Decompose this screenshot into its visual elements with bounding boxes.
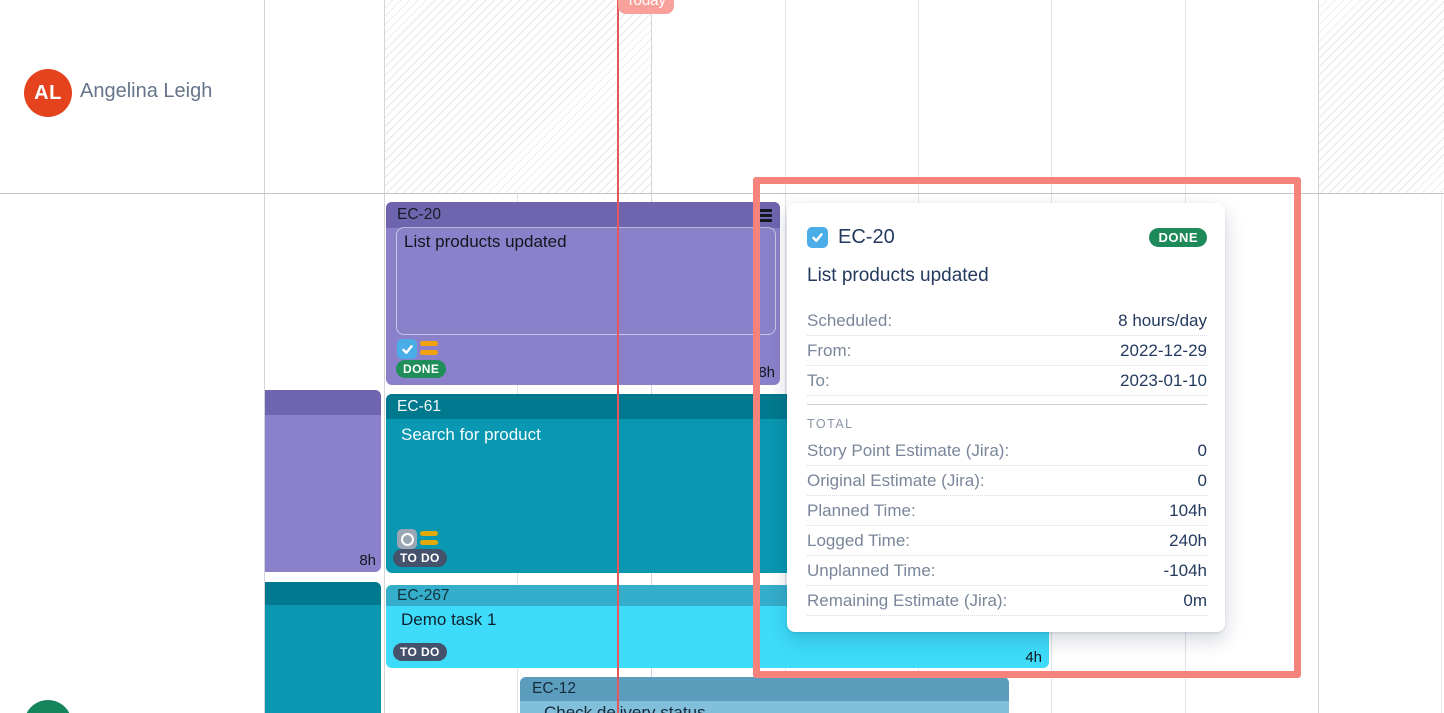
grid-line bbox=[785, 0, 786, 713]
task-bar-ec20[interactable]: EC-20 List products updated DONE 8h bbox=[386, 202, 780, 385]
task-key: EC-61 bbox=[397, 397, 441, 415]
task-bar-header bbox=[265, 582, 381, 605]
grid-line bbox=[1318, 0, 1319, 713]
task-hours-label: 8h bbox=[359, 552, 376, 569]
task-summary: Check delivery status bbox=[544, 703, 706, 713]
task-summary: List products updated bbox=[404, 232, 567, 251]
task-hours-label: 8h bbox=[758, 364, 775, 381]
popup-status-badge: DONE bbox=[1149, 228, 1207, 247]
task-menu-icon[interactable] bbox=[759, 209, 772, 224]
row-label: Scheduled: bbox=[807, 310, 893, 330]
row-value: 2023-01-10 bbox=[1120, 370, 1207, 390]
status-badge: TO DO bbox=[393, 549, 447, 567]
avatar-next-resource[interactable] bbox=[24, 700, 72, 713]
today-badge: Today bbox=[618, 0, 674, 14]
task-key: EC-20 bbox=[397, 206, 441, 223]
schedule-rows: Scheduled: 8 hours/day From: 2022-12-29 … bbox=[807, 306, 1207, 396]
total-row: Story Point Estimate (Jira): 0 bbox=[807, 436, 1207, 466]
row-label: To: bbox=[807, 370, 830, 390]
row-label: Unplanned Time: bbox=[807, 560, 936, 580]
total-row: Original Estimate (Jira): 0 bbox=[807, 466, 1207, 496]
popup-task-summary: List products updated bbox=[807, 265, 989, 286]
row-label: Planned Time: bbox=[807, 500, 916, 520]
row-label: Remaining Estimate (Jira): bbox=[807, 590, 1008, 610]
row-value: -104h bbox=[1163, 560, 1207, 580]
row-value: 0m bbox=[1183, 590, 1207, 610]
popup-divider bbox=[807, 404, 1207, 405]
row-label: From: bbox=[807, 340, 852, 360]
task-summary: Search for product bbox=[401, 425, 541, 444]
row-label: Logged Time: bbox=[807, 530, 911, 550]
row-label: Story Point Estimate (Jira): bbox=[807, 440, 1010, 460]
weekend-hatch bbox=[385, 0, 651, 193]
total-row: Remaining Estimate (Jira): 0m bbox=[807, 586, 1207, 616]
status-badge: DONE bbox=[396, 360, 447, 378]
row-value: 8 hours/day bbox=[1118, 310, 1207, 330]
task-bar-header bbox=[265, 390, 381, 415]
popup-task-key: EC-20 bbox=[838, 226, 895, 248]
task-bar-clipped-purple[interactable]: 8h bbox=[265, 390, 381, 572]
grid-line bbox=[384, 0, 385, 713]
avatar[interactable]: AL bbox=[24, 69, 72, 117]
row-value: 2022-12-29 bbox=[1120, 340, 1207, 360]
schedule-row: To: 2023-01-10 bbox=[807, 366, 1207, 396]
row-value: 0 bbox=[1197, 440, 1207, 460]
weekend-hatch bbox=[1319, 0, 1444, 193]
row-value: 240h bbox=[1169, 530, 1207, 550]
priority-icon bbox=[420, 531, 438, 549]
schedule-row: From: 2022-12-29 bbox=[807, 336, 1207, 366]
task-bar-clipped-teal[interactable] bbox=[265, 582, 381, 713]
task-key: EC-267 bbox=[397, 586, 450, 604]
task-inner-outline bbox=[396, 227, 776, 335]
grid-line bbox=[264, 0, 265, 713]
resource-name[interactable]: Angelina Leigh bbox=[80, 80, 213, 102]
task-details-popup: EC-20 DONE List products updated Schedul… bbox=[787, 203, 1225, 632]
task-summary: Demo task 1 bbox=[401, 610, 497, 629]
today-line bbox=[617, 0, 619, 713]
status-badge: TO DO bbox=[393, 643, 447, 661]
task-bar-ec12[interactable]: EC-12 Check delivery status bbox=[520, 677, 1009, 713]
task-hours-label: 4h bbox=[1025, 649, 1042, 666]
row-divider bbox=[0, 193, 1444, 194]
total-row: Planned Time: 104h bbox=[807, 496, 1207, 526]
total-heading: TOTAL bbox=[807, 417, 854, 431]
grid-line bbox=[1441, 0, 1442, 713]
task-type-icon bbox=[397, 339, 417, 359]
task-bar-header: EC-20 bbox=[386, 202, 780, 228]
row-value: 104h bbox=[1169, 500, 1207, 520]
status-circle-icon bbox=[397, 529, 417, 549]
row-value: 0 bbox=[1197, 470, 1207, 490]
schedule-row: Scheduled: 8 hours/day bbox=[807, 306, 1207, 336]
task-checkbox[interactable] bbox=[807, 227, 828, 248]
total-rows: Story Point Estimate (Jira): 0 Original … bbox=[807, 436, 1207, 616]
task-bar-header: EC-12 bbox=[520, 677, 1009, 701]
priority-icon bbox=[420, 341, 438, 359]
row-label: Original Estimate (Jira): bbox=[807, 470, 985, 490]
total-row: Unplanned Time: -104h bbox=[807, 556, 1207, 586]
total-row: Logged Time: 240h bbox=[807, 526, 1207, 556]
task-key: EC-12 bbox=[532, 680, 576, 697]
